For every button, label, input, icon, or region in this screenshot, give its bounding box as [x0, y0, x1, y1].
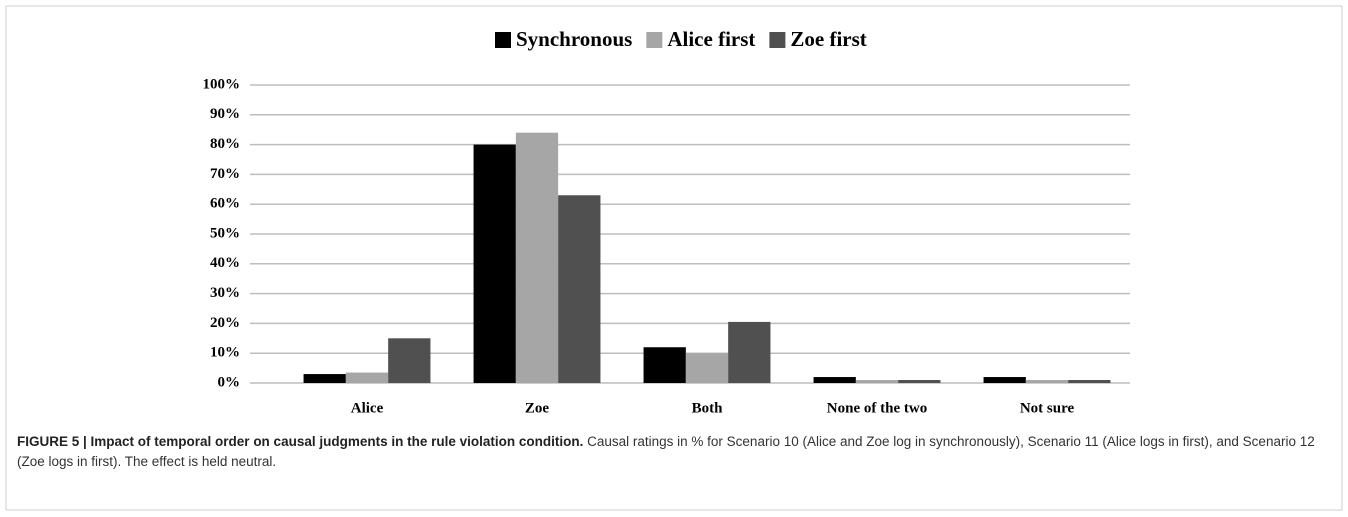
bar — [643, 347, 686, 383]
bar — [515, 132, 559, 383]
y-tick-label: 50% — [210, 225, 240, 241]
bar — [1025, 380, 1069, 383]
y-tick-label: 80% — [210, 136, 240, 152]
x-tick-label: Both — [692, 400, 724, 416]
y-tick-label: 70% — [210, 166, 240, 182]
legend-swatch — [769, 32, 786, 48]
x-tick-label: None of the two — [827, 400, 927, 416]
x-tick-label: Not sure — [1020, 400, 1075, 416]
bar — [855, 380, 899, 383]
legend-label: Alice first — [667, 27, 755, 51]
bar — [813, 377, 856, 383]
bar — [898, 380, 941, 383]
bar — [1068, 380, 1111, 383]
bar — [303, 374, 346, 383]
bar — [983, 377, 1026, 383]
caption: FIGURE 5 | Impact of temporal order on c… — [17, 432, 1327, 472]
y-tick-label: 40% — [210, 255, 240, 271]
x-tick-label: Alice — [351, 400, 384, 416]
legend-label: Zoe first — [790, 27, 866, 51]
bar — [388, 338, 431, 383]
bar — [728, 321, 771, 383]
legend-label: Synchronous — [516, 27, 632, 51]
y-tick-label: 100% — [203, 76, 241, 92]
x-tick-label: Zoe — [525, 400, 550, 416]
figure-border — [5, 5, 1343, 511]
bar — [558, 195, 601, 383]
bar — [345, 372, 389, 383]
legend-swatch — [495, 32, 511, 48]
y-tick-label: 20% — [210, 315, 240, 331]
bar — [473, 144, 516, 383]
caption-label: FIGURE 5 | Impact of temporal order on c… — [17, 434, 584, 449]
y-tick-label: 0% — [218, 374, 241, 390]
caption-text: Causal ratings in % for Scenario 10 (Ali… — [17, 434, 1315, 469]
y-tick-label: 10% — [210, 345, 240, 361]
y-tick-label: 60% — [210, 196, 240, 212]
y-tick-label: 30% — [210, 285, 240, 301]
bar — [685, 353, 729, 383]
legend-swatch — [646, 32, 663, 48]
y-tick-label: 90% — [210, 106, 240, 122]
